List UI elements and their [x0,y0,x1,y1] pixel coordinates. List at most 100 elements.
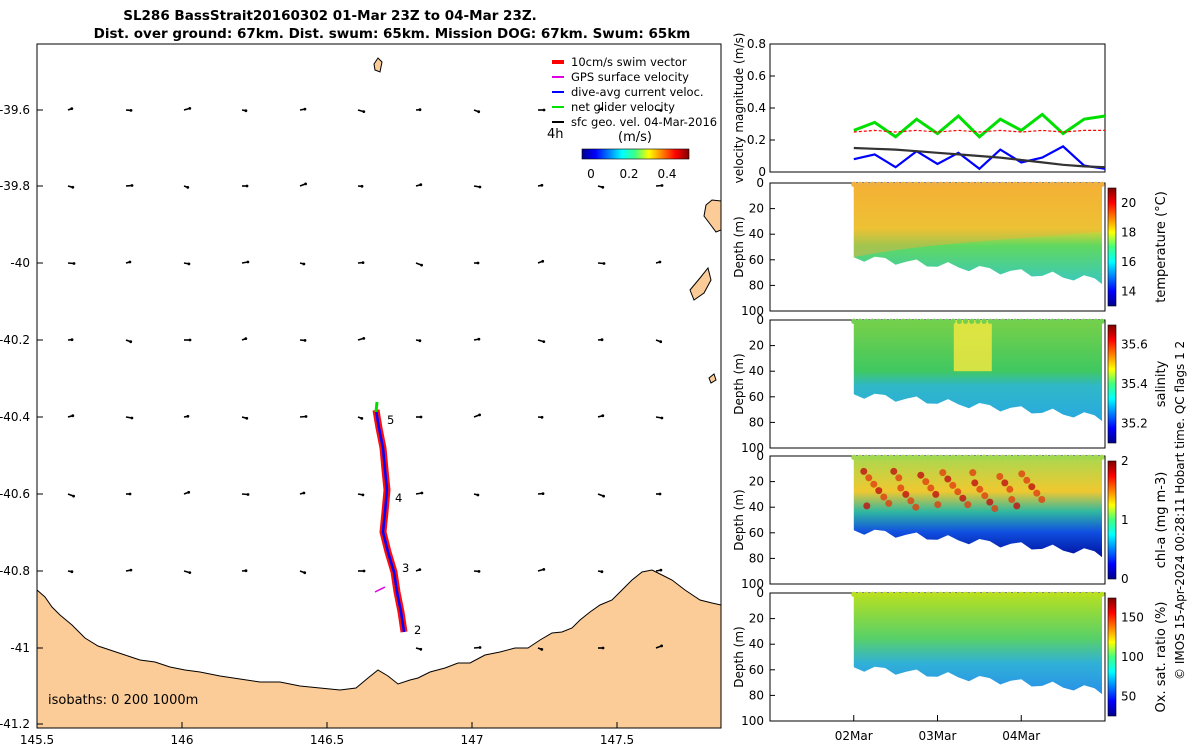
surface-sample [1087,591,1093,597]
surface-sample [1006,318,1012,324]
surface-sample [876,454,882,460]
sfc-geo-arrowhead [600,570,604,574]
sfc-geo-arrowhead [420,263,423,267]
colorbar-tick: 14 [1121,284,1136,298]
surface-sample [882,318,888,324]
surface-sample [938,591,944,597]
surface-sample [900,454,907,460]
section-data-field [853,183,1102,285]
surface-sample [981,591,987,597]
chl-patch [949,481,957,489]
surface-sample [950,181,956,187]
sfc-geo-arrowhead [478,185,482,189]
surface-sample [1068,591,1074,597]
sfc-geo-arrowhead [419,647,423,651]
sfc-geo-arrowhead [600,107,604,110]
sfc-geo-arrowhead [130,416,134,420]
sfc-geo-arrowhead [419,415,423,419]
colorbar-tick: 35.6 [1121,338,1148,352]
sfc-geo-arrowhead [601,646,605,650]
surface-sample [1056,591,1062,597]
colorbar-tick: 0 [1121,572,1129,586]
surface-sample [956,454,962,460]
salinity-maximum [953,320,992,372]
day-marker-3: 3 [402,561,409,575]
chl-patch [934,501,942,509]
speed-cbar-tick-2: 0.4 [657,167,676,181]
sfc-geo-arrowhead [360,184,364,188]
surface-sample [1080,181,1086,187]
land-flinders-island [703,199,721,233]
sfc-geo-arrowhead [660,416,664,420]
surface-sample [863,181,869,187]
chl-patch [912,503,920,511]
depth-tick: 20 [749,475,764,489]
credit-text: © IMOS 15-Apr-2024 00:28:11 Hobart time.… [1173,341,1187,680]
surface-sample [1024,591,1031,597]
map-y-tick: -40.4 [0,410,30,424]
surface-sample [1074,454,1080,460]
chl-patch [927,484,935,492]
surface-sample [869,591,876,597]
chl-patch [870,480,878,488]
depth-tick: 80 [749,278,764,292]
surface-sample [1024,318,1031,324]
surface-sample [938,318,944,324]
depth-tick: 100 [741,577,764,591]
section-data-field [853,456,1102,558]
sfc-geo-arrowhead [602,494,605,498]
chl-patch [917,471,925,479]
sfc-geo-arrowhead [418,568,422,571]
depth-tick: 40 [749,227,764,241]
surface-sample [919,181,925,187]
speed-cbar-tick-1: 0.2 [619,167,638,181]
surface-sample [894,181,900,187]
colorbar-tick: 20 [1121,196,1136,210]
surface-sample [1000,318,1006,324]
surface-sample [925,591,931,597]
sfc-geo-arrowhead [361,261,365,264]
colorbar-label: Ox. sat. ratio (%) [1154,602,1169,713]
chl-patch [1033,489,1041,497]
sfc-geo-arrowhead [246,493,250,496]
colorbar-label: chl-a (mg m-3) [1154,472,1169,569]
surface-sample [950,318,956,324]
depth-tick: 20 [749,612,764,626]
legend-label: dive-avg current veloc. [571,85,704,99]
chl-patch [875,487,883,495]
surface-sample [1062,454,1068,460]
surface-sample [1006,181,1012,187]
chl-patch [1013,502,1021,510]
legend-label: sfc geo. vel. 04-Mar-2016 [571,115,717,129]
surface-sample [1024,454,1031,460]
surface-sample [907,454,913,460]
chl-patch [1006,485,1014,493]
surface-sample [869,454,876,460]
chl-patch [964,501,972,509]
sfc-geo-arrowhead [542,568,546,571]
sfc-geo-arrowhead [477,337,481,341]
depth-tick: 40 [749,364,764,378]
surface-sample [925,181,931,187]
surface-sample [913,454,919,460]
swim-vector-fan [372,409,408,633]
surface-sample [1099,181,1105,187]
depth-tick: 20 [749,339,764,353]
surface-sample [1080,591,1086,597]
surface-sample [1000,181,1006,187]
sfc-geo-arrowhead [130,184,134,187]
sfc-geo-arrowhead [362,110,366,113]
surface-sample [1012,318,1018,324]
speed-colorbar-title: (m/s) [618,130,652,145]
sfc-geo-arrowhead [602,262,606,265]
surface-sample [876,181,882,187]
colorbar-tick: 35.4 [1121,377,1148,391]
chl-patch [1038,496,1046,503]
chl-patch [954,488,962,496]
chl-patch [981,492,989,500]
surface-sample [1043,181,1049,187]
surface-sample [857,591,863,597]
surface-sample [981,181,987,187]
chl-patch [991,505,999,512]
